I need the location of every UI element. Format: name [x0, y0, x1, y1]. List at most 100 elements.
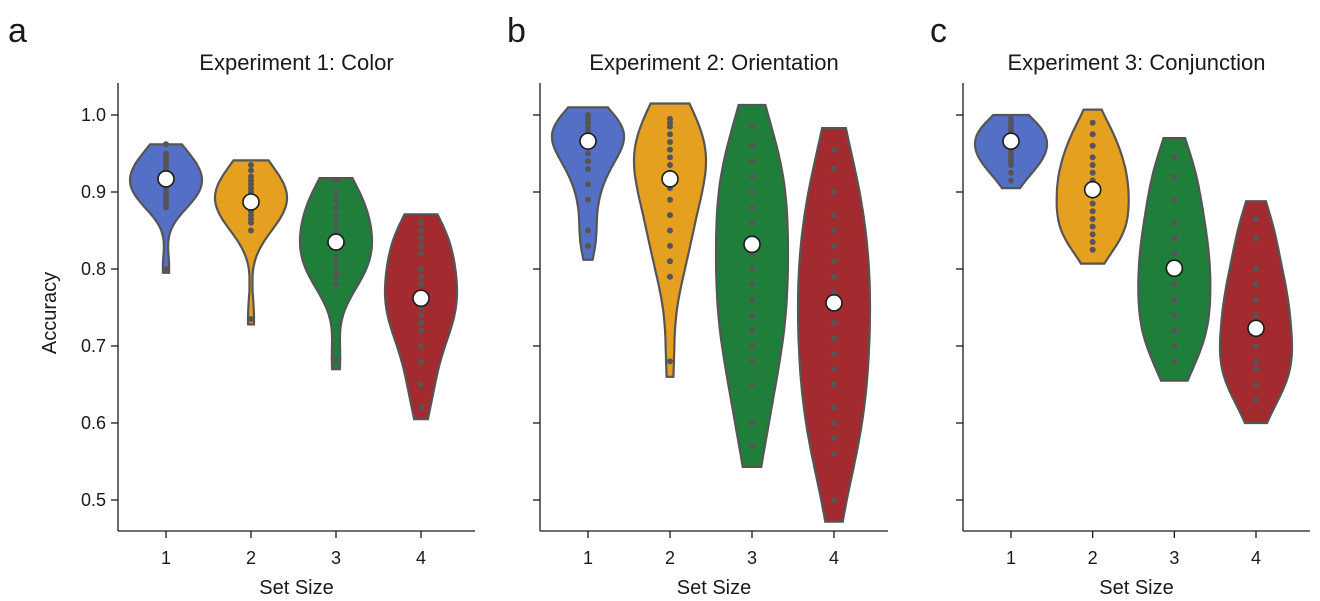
participant-point	[1008, 162, 1014, 169]
participant-point	[333, 358, 339, 365]
participant-point	[831, 227, 837, 234]
participant-point	[831, 189, 837, 195]
participant-point	[749, 443, 755, 450]
participant-point	[749, 381, 755, 388]
participant-point	[333, 177, 339, 184]
y-tick-label: 0.6	[81, 413, 106, 433]
participant-point	[163, 204, 169, 211]
participant-point	[248, 227, 254, 234]
x-tick-label: 4	[1251, 548, 1261, 568]
participant-point	[585, 158, 591, 165]
participant-point	[418, 327, 424, 334]
x-axis-label: Set Size	[259, 577, 333, 599]
participant-point	[418, 404, 424, 411]
participant-point	[585, 165, 591, 172]
participant-point	[667, 258, 673, 265]
participant-point	[749, 189, 755, 195]
x-axis-label: Set Size	[677, 577, 751, 599]
participant-point	[831, 450, 837, 457]
participant-point	[1171, 235, 1178, 242]
mean-marker	[1165, 259, 1184, 278]
participant-point	[1089, 208, 1096, 215]
violin-setsize-2	[213, 159, 289, 326]
y-tick-label: 0.5	[81, 490, 106, 510]
participant-point	[667, 227, 673, 234]
participant-point	[1089, 223, 1096, 230]
participant-point	[1089, 119, 1096, 126]
participant-point	[418, 273, 424, 280]
participant-point	[333, 212, 339, 219]
participant-point	[418, 250, 424, 257]
mean-marker	[1247, 319, 1265, 338]
participant-point	[831, 404, 837, 411]
participant-point	[1171, 173, 1178, 180]
panel-b: b Experiment 2: Orientation 1 2 3 4 Set Size	[507, 12, 888, 599]
mean-marker	[1002, 132, 1020, 150]
participant-point	[831, 420, 837, 426]
participant-point	[749, 204, 755, 211]
participant-point	[585, 150, 591, 157]
mean-marker	[242, 193, 260, 211]
violin-setsize-3	[1137, 137, 1212, 382]
participant-point	[418, 319, 424, 326]
participant-point	[1171, 296, 1178, 303]
participant-point	[831, 289, 837, 296]
participant-point	[333, 204, 339, 211]
participant-point	[667, 138, 673, 145]
x-tick-label: 2	[246, 548, 256, 568]
participant-point	[333, 273, 339, 280]
participant-point	[831, 273, 837, 280]
participant-point	[667, 131, 673, 138]
participant-point	[1089, 169, 1096, 176]
participant-point	[248, 162, 254, 169]
participant-point	[418, 358, 424, 365]
panel-a: a Experiment 1: Color 0.5 0.6 0.7 0.8 0.9 1.0 Ac…	[8, 12, 475, 599]
participant-point	[1253, 381, 1259, 388]
participant-point	[248, 167, 254, 174]
participant-point	[1089, 131, 1096, 138]
participant-point	[585, 196, 591, 203]
mean-marker	[157, 170, 175, 188]
participant-point	[333, 219, 339, 226]
x-axis-label: Set Size	[1099, 577, 1173, 599]
participant-point	[418, 219, 424, 226]
participant-point	[749, 173, 755, 180]
mean-marker	[1083, 180, 1102, 199]
participant-point	[333, 254, 339, 261]
x-tick-label: 1	[1006, 548, 1016, 568]
mean-marker	[327, 233, 345, 251]
panel-letter: c	[930, 12, 947, 50]
y-tick-label: 0.9	[81, 182, 106, 202]
participant-point	[1253, 281, 1259, 288]
participant-point	[831, 212, 837, 219]
participant-point	[1171, 281, 1178, 288]
participant-point	[831, 335, 837, 342]
participant-point	[418, 381, 424, 388]
x-tick-label: 3	[747, 548, 757, 568]
participant-point	[418, 281, 424, 288]
participant-point	[1089, 231, 1096, 238]
participant-point	[749, 358, 755, 365]
participant-point	[831, 497, 837, 503]
participant-point	[333, 227, 339, 234]
participant-point	[831, 381, 837, 388]
participant-point	[667, 146, 673, 153]
participant-point	[667, 212, 673, 219]
participant-point	[749, 219, 755, 226]
participant-point	[333, 196, 339, 203]
participant-point	[831, 242, 837, 249]
participant-point	[1253, 235, 1259, 242]
participant-point	[418, 227, 424, 234]
participant-point	[1253, 366, 1259, 373]
participant-point	[831, 435, 837, 442]
participant-point	[1253, 396, 1259, 403]
participant-point	[1171, 312, 1178, 319]
x-tick-label: 4	[416, 548, 426, 568]
participant-point	[1089, 162, 1096, 169]
participant-point	[248, 316, 254, 323]
participant-point	[1253, 312, 1259, 319]
participant-point	[1171, 358, 1178, 365]
participant-point	[418, 343, 424, 349]
participant-point	[667, 162, 673, 169]
